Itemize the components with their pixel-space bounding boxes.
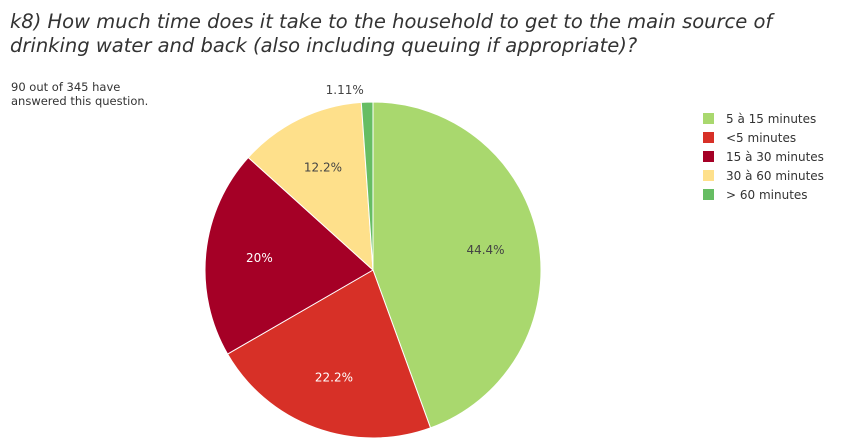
legend-swatch [703, 113, 714, 124]
legend-swatch [703, 151, 714, 162]
response-count-line-2: answered this question. [11, 94, 149, 108]
legend-item-15-30-minutes[interactable]: 15 à 30 minutes [703, 147, 824, 166]
pie-slice-5-minutes[interactable] [226, 269, 432, 439]
pie-slice-5-15-minutes[interactable] [372, 101, 542, 429]
legend-label: > 60 minutes [726, 187, 808, 202]
pie-slice-label: 1.11% [326, 83, 364, 97]
pie-slice-label: 22.2% [315, 370, 353, 384]
legend-item-30-60-minutes[interactable]: 30 à 60 minutes [703, 166, 824, 185]
legend-item-5-15-minutes[interactable]: 5 à 15 minutes [703, 109, 824, 128]
chart-title-line-2: drinking water and back (also including … [10, 34, 638, 57]
legend-item-60-minutes[interactable]: > 60 minutes [703, 185, 824, 204]
legend-item-5-minutes[interactable]: <5 minutes [703, 128, 824, 147]
legend-label: 5 à 15 minutes [726, 111, 817, 126]
chart-title: k8) How much time does it take to the ho… [10, 10, 840, 58]
response-count-line-1: 90 out of 345 have [11, 80, 121, 94]
chart-title-line-1: k8) How much time does it take to the ho… [10, 10, 773, 33]
legend-swatch [703, 189, 714, 200]
pie-slice-label: 44.4% [466, 243, 504, 257]
legend-swatch [703, 170, 714, 181]
pie-slice-label: 20% [246, 251, 273, 265]
legend-label: 30 à 60 minutes [726, 168, 824, 183]
pie-slice-60-minutes[interactable] [360, 101, 374, 271]
pie-slice-label: 12.2% [304, 160, 342, 174]
legend-label: 15 à 30 minutes [726, 149, 824, 164]
chart-legend: 5 à 15 minutes <5 minutes 15 à 30 minutes 3… [703, 109, 824, 204]
pie-slice-30-60-minutes[interactable] [247, 101, 374, 272]
legend-swatch [703, 132, 714, 143]
legend-label: <5 minutes [726, 130, 797, 145]
pie-slice-15-30-minutes[interactable] [204, 156, 374, 355]
response-count-note: 90 out of 345 have answered this questio… [11, 80, 148, 108]
